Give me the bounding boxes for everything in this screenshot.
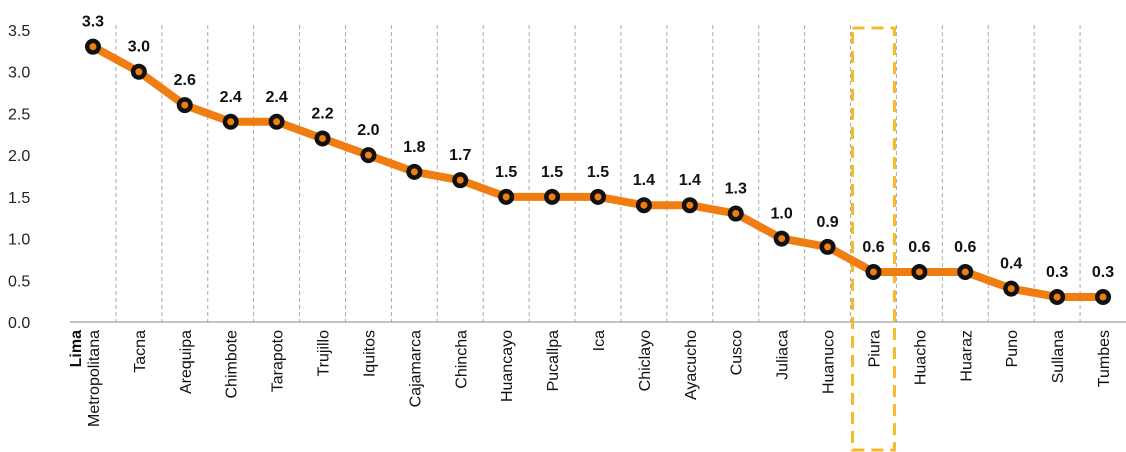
- data-point-center: [227, 118, 235, 126]
- data-point-center: [594, 193, 602, 201]
- data-point-center: [1053, 293, 1061, 301]
- data-label: 0.6: [862, 239, 884, 256]
- category-label: Tumbes: [1096, 330, 1113, 387]
- category-label: Sullana: [1050, 330, 1067, 383]
- data-point-center: [869, 268, 877, 276]
- data-point-center: [548, 193, 556, 201]
- data-point-center: [273, 118, 281, 126]
- category-label: Iquitos: [361, 330, 378, 377]
- data-point-center: [732, 210, 740, 218]
- data-point-center: [364, 151, 372, 159]
- data-point-center: [1007, 285, 1015, 293]
- category-label: Trujillo: [316, 330, 333, 377]
- data-point-center: [640, 201, 648, 209]
- category-label: Cajamarca: [407, 330, 424, 407]
- category-label: Huanuco: [821, 330, 838, 394]
- markers-group: [84, 38, 1112, 305]
- category-label: Chincha: [453, 330, 470, 389]
- data-label: 2.6: [174, 72, 196, 89]
- data-point-center: [456, 176, 464, 184]
- data-label: 2.0: [357, 122, 379, 139]
- data-label: 0.4: [1000, 256, 1022, 273]
- y-axis: 0.0 0.5 1.0 1.5 2.0 2.5 3.0 3.5: [8, 23, 1126, 332]
- category-label: Arequipa: [178, 330, 195, 394]
- category-labels-group: Lima Metropolitana Tacna Arequipa Chimbote Ta…: [68, 330, 1113, 427]
- data-label: 3.3: [82, 14, 104, 31]
- y-tick-label: 1.5: [8, 190, 30, 207]
- data-label: 1.8: [403, 139, 425, 156]
- category-label: Piura: [866, 330, 883, 367]
- y-tick-label: 3.5: [8, 23, 30, 40]
- data-label: 1.5: [495, 164, 517, 181]
- data-point-center: [89, 43, 97, 51]
- grid-lines: [115, 25, 1081, 322]
- data-label: 1.7: [449, 147, 471, 164]
- data-point-center: [915, 268, 923, 276]
- category-label: Huancayo: [499, 330, 516, 402]
- data-label: 0.9: [816, 214, 838, 231]
- data-point-center: [961, 268, 969, 276]
- data-point-center: [135, 68, 143, 76]
- category-label: Huacho: [912, 330, 929, 385]
- category-label: Juliaca: [775, 330, 792, 380]
- data-point-center: [502, 193, 510, 201]
- category-label: Pucallpa: [545, 330, 562, 391]
- y-tick-label: 2.5: [8, 106, 30, 123]
- data-point-center: [778, 235, 786, 243]
- category-label: Tarapoto: [270, 330, 287, 392]
- category-label: Lima: [68, 330, 85, 367]
- data-labels-group: 3.3 3.0 2.6 2.4 2.4 2.2 2.0 1.8 1.7 1.5 1.5 1.5 1.4 1…: [82, 14, 1114, 281]
- category-label: Chimbote: [224, 330, 241, 399]
- data-label: 2.2: [311, 105, 333, 122]
- category-label: Chiclayo: [637, 330, 654, 391]
- data-point-center: [319, 134, 327, 142]
- category-label: Metropolitana: [86, 330, 103, 427]
- highlight-box: [851, 26, 896, 452]
- category-label: Ayacucho: [683, 330, 700, 400]
- data-label: 1.4: [633, 172, 655, 189]
- data-label: 1.5: [541, 164, 563, 181]
- data-label: 1.3: [725, 181, 747, 198]
- category-label: Ica: [591, 330, 608, 351]
- data-label: 0.6: [908, 239, 930, 256]
- data-label: 0.3: [1092, 264, 1114, 281]
- data-label: 2.4: [220, 89, 242, 106]
- category-label: Cusco: [729, 330, 746, 375]
- y-tick-label: 0.0: [8, 315, 30, 332]
- data-point-center: [181, 101, 189, 109]
- data-point-center: [1099, 293, 1107, 301]
- data-point-center: [686, 201, 694, 209]
- category-label: Tacna: [132, 330, 149, 373]
- y-tick-label: 0.5: [8, 273, 30, 290]
- data-label: 1.0: [771, 206, 793, 223]
- data-point-center: [410, 168, 418, 176]
- data-label: 0.3: [1046, 264, 1068, 281]
- category-label: Puno: [1004, 330, 1021, 367]
- data-label: 0.6: [954, 239, 976, 256]
- data-label: 1.5: [587, 164, 609, 181]
- data-point-center: [824, 243, 832, 251]
- highlight-box-group: [851, 26, 896, 452]
- category-label: Huaraz: [958, 330, 975, 382]
- y-tick-label: 3.0: [8, 65, 30, 82]
- y-tick-label: 2.0: [8, 148, 30, 165]
- data-label: 1.4: [679, 172, 701, 189]
- y-tick-label: 1.0: [8, 232, 30, 249]
- data-label: 2.4: [265, 89, 287, 106]
- data-label: 3.0: [128, 39, 150, 56]
